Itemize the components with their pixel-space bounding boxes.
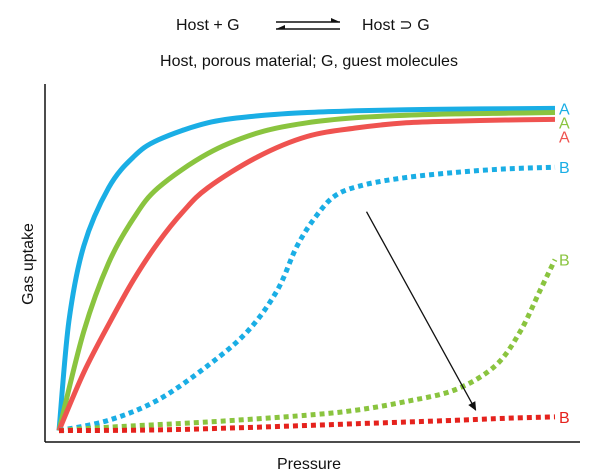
subtitle: Host, porous material; G, guest molecule… xyxy=(160,53,458,70)
series-layer xyxy=(56,105,558,434)
series-line-a-2 xyxy=(56,116,556,432)
annotations xyxy=(365,211,477,411)
series-label-b-3: B xyxy=(559,160,570,177)
series-label-a-2: A xyxy=(559,129,570,146)
series-line-b-5 xyxy=(58,414,556,434)
series-label-a-0: A xyxy=(559,101,570,118)
equation-left: Host + G xyxy=(176,17,240,34)
series-label-b-4: B xyxy=(559,253,570,270)
equation-right: Host ⊃ G xyxy=(362,17,430,34)
annotation-arrow-0 xyxy=(365,211,477,411)
series-line-a-0 xyxy=(56,105,556,431)
series-label-a-1: A xyxy=(559,115,570,132)
series-line-a-1 xyxy=(56,110,556,432)
x-axis-label: Pressure xyxy=(277,456,341,473)
series-line-b-4 xyxy=(58,258,558,434)
series-label-b-5: B xyxy=(559,410,570,427)
series-line-b-3 xyxy=(58,164,556,434)
y-axis-label: Gas uptake xyxy=(20,223,37,305)
